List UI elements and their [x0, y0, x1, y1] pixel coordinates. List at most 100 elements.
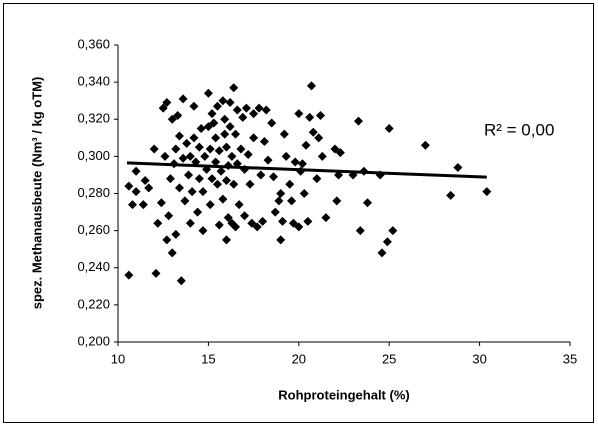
- point: [278, 216, 288, 226]
- point: [189, 133, 199, 143]
- point: [214, 146, 224, 156]
- point: [315, 111, 325, 121]
- point: [144, 183, 154, 193]
- trendline: [126, 161, 487, 179]
- point: [274, 196, 284, 206]
- point: [198, 187, 208, 197]
- y-tick-label: 0,280: [77, 185, 110, 200]
- annotation: R² = 0,00: [484, 120, 554, 139]
- point: [231, 129, 241, 139]
- point: [420, 140, 430, 150]
- point: [185, 218, 195, 228]
- y-tick-label: 0,360: [77, 36, 110, 51]
- point: [446, 190, 456, 200]
- y-axis-label: spez. Methanausbeute (Nm³ / kg oTM): [29, 77, 44, 310]
- point: [312, 174, 322, 184]
- point: [162, 98, 172, 108]
- point: [211, 157, 221, 167]
- point: [287, 196, 297, 206]
- point: [249, 109, 259, 119]
- point: [301, 140, 311, 150]
- point: [254, 103, 264, 113]
- point: [306, 81, 316, 91]
- point: [194, 174, 204, 184]
- x-tick-label: 20: [292, 351, 306, 366]
- point: [178, 94, 188, 104]
- point: [276, 235, 286, 245]
- point: [187, 187, 197, 197]
- point: [164, 211, 174, 221]
- chart-border: [3, 3, 594, 423]
- point: [162, 235, 172, 245]
- point: [127, 200, 137, 210]
- point: [171, 229, 181, 239]
- point: [321, 213, 331, 223]
- point: [229, 83, 239, 93]
- point: [209, 118, 219, 128]
- point: [238, 112, 248, 122]
- point: [167, 114, 177, 124]
- point: [140, 176, 150, 186]
- point: [263, 155, 273, 165]
- point: [252, 222, 262, 232]
- point: [288, 218, 298, 228]
- point: [241, 103, 251, 113]
- point: [330, 144, 340, 154]
- point: [240, 211, 250, 221]
- point: [193, 207, 203, 217]
- point: [258, 216, 268, 226]
- point: [279, 129, 289, 139]
- point: [384, 124, 394, 134]
- point: [299, 189, 309, 198]
- point: [151, 268, 161, 278]
- point: [153, 218, 163, 228]
- point: [174, 131, 184, 141]
- point: [236, 144, 246, 154]
- point: [285, 179, 295, 189]
- point: [218, 96, 228, 106]
- point: [335, 148, 345, 158]
- point: [131, 166, 141, 176]
- point: [203, 88, 213, 98]
- point: [231, 222, 241, 232]
- point: [317, 151, 327, 161]
- point: [124, 270, 134, 280]
- point: [482, 187, 492, 197]
- point: [332, 196, 342, 206]
- point: [200, 151, 210, 161]
- point: [355, 226, 365, 236]
- point: [290, 157, 300, 167]
- point: [223, 213, 233, 223]
- y-tick-label: 0,240: [77, 259, 110, 274]
- point: [174, 183, 184, 193]
- point: [256, 170, 266, 180]
- point: [205, 144, 215, 154]
- point: [149, 144, 159, 154]
- point: [234, 200, 244, 210]
- point: [353, 116, 363, 126]
- point: [180, 196, 190, 206]
- y-tick-label: 0,200: [77, 333, 110, 348]
- point: [303, 216, 313, 226]
- point: [216, 166, 226, 176]
- point: [314, 133, 324, 143]
- point: [220, 114, 230, 124]
- point: [189, 101, 199, 111]
- point: [268, 172, 278, 182]
- point: [243, 150, 253, 160]
- point: [185, 151, 195, 161]
- point: [221, 176, 231, 186]
- point: [225, 122, 235, 132]
- point: [453, 163, 463, 173]
- point: [194, 142, 204, 152]
- point: [229, 179, 239, 189]
- y-tick-label: 0,340: [77, 74, 110, 89]
- point: [225, 98, 235, 108]
- point: [308, 127, 318, 137]
- point: [305, 112, 315, 122]
- point: [198, 226, 208, 236]
- point: [247, 218, 257, 228]
- point: [196, 124, 206, 134]
- point: [167, 248, 177, 258]
